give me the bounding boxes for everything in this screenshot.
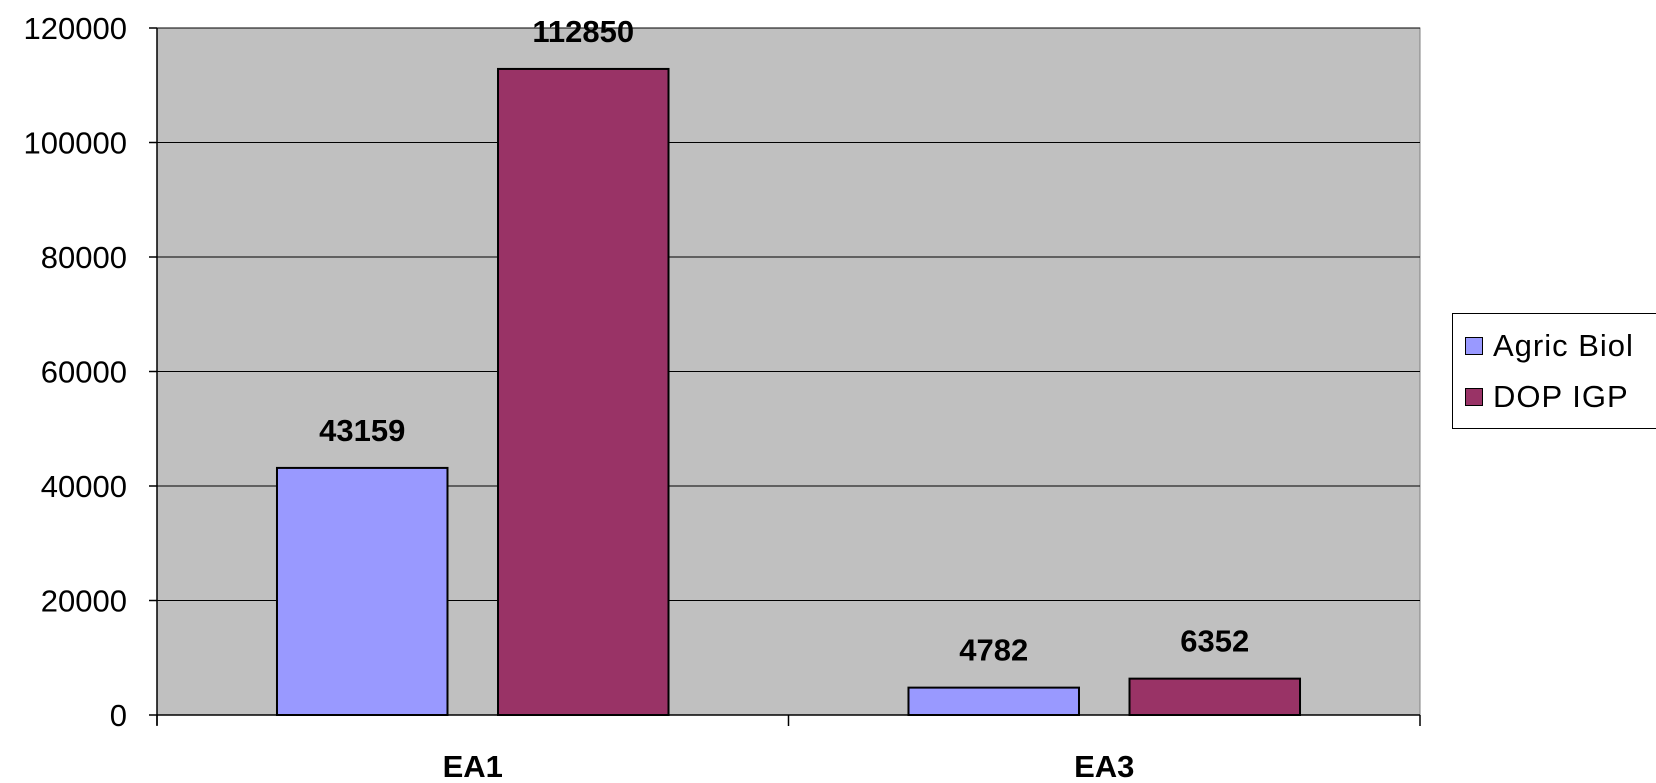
data-label: 6352 [1180,624,1249,659]
x-axis-labels: EA1 EA3 [443,749,1135,783]
y-tick-label: 100000 [24,126,127,161]
bars [275,67,1302,717]
bar [497,67,670,716]
y-axis-ticks: 0 20000 40000 60000 80000 100000 120000 [24,11,157,733]
x-tick-label: EA3 [1074,749,1134,783]
y-tick-label: 80000 [41,240,127,275]
data-label: 4782 [959,633,1028,668]
data-labels: 43159 112850 4782 6352 [319,14,1249,668]
y-tick-label: 0 [110,698,127,733]
legend-swatch-dop-igp [1465,388,1483,406]
legend-swatch-agric-biol [1465,337,1483,355]
bar [275,466,449,717]
legend-item-agric-biol: Agric Biol [1465,328,1634,363]
legend-label-agric-biol: Agric Biol [1493,328,1634,363]
bar [1128,677,1302,717]
y-tick-label: 20000 [41,584,127,619]
y-tick-label: 40000 [41,469,127,504]
legend: Agric Biol DOP IGP [1452,313,1656,429]
y-tick-label: 120000 [24,11,127,46]
data-label: 112850 [532,14,634,49]
legend-item-dop-igp: DOP IGP [1465,379,1629,414]
data-label: 43159 [319,413,405,448]
y-tick-label: 60000 [41,355,127,390]
legend-label-dop-igp: DOP IGP [1493,379,1629,414]
bar [907,686,1080,716]
x-tick-label: EA1 [443,749,503,783]
